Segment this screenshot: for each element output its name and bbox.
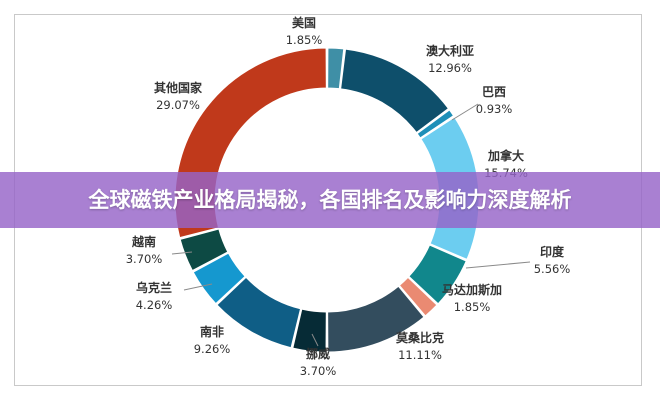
slice-5 — [398, 276, 438, 317]
slice-label-name-9: 乌克兰 — [136, 280, 172, 295]
slice-9 — [192, 252, 246, 305]
slice-label-value-7: 3.70% — [300, 364, 337, 378]
leader-line-4 — [465, 261, 531, 269]
slice-label-value-5: 1.85% — [454, 300, 491, 314]
slice-label-name-10: 越南 — [131, 234, 156, 249]
slice-7 — [292, 308, 327, 353]
slice-label-name-2: 巴西 — [482, 85, 506, 99]
leader-line-2 — [451, 103, 479, 121]
slice-label-name-0: 美国 — [292, 15, 316, 30]
leader-line-7 — [311, 333, 319, 347]
slice-8 — [216, 276, 302, 349]
slice-label-name-5: 马达加斯加 — [442, 282, 502, 297]
slice-label-name-7: 挪威 — [306, 346, 330, 361]
slice-2 — [416, 109, 455, 139]
title-banner: 全球磁铁产业格局揭秘，各国排名及影响力深度解析 — [0, 172, 660, 228]
slice-label-value-10: 3.70% — [126, 252, 163, 266]
slice-4 — [408, 244, 467, 305]
slice-label-value-2: 0.93% — [476, 102, 513, 116]
slice-10 — [179, 228, 229, 272]
slice-label-name-11: 其他国家 — [154, 80, 203, 95]
slice-1 — [340, 48, 450, 134]
slice-labels: 美国1.85%澳大利亚12.96%巴西0.93%加拿大15.74%印度5.56%… — [126, 15, 571, 378]
leader-line-10 — [171, 251, 193, 255]
slice-6 — [327, 285, 425, 353]
slice-label-value-11: 29.07% — [156, 98, 200, 112]
banner-title: 全球磁铁产业格局揭秘，各国排名及影响力深度解析 — [88, 188, 572, 212]
slice-label-value-1: 12.96% — [428, 61, 472, 75]
slice-0 — [327, 47, 345, 90]
slice-label-value-6: 11.11% — [398, 348, 442, 362]
slice-label-value-0: 1.85% — [286, 33, 323, 47]
slice-label-value-8: 9.26% — [194, 342, 231, 356]
slice-label-value-9: 4.26% — [136, 298, 173, 312]
slice-label-name-8: 南非 — [200, 324, 224, 339]
slice-label-name-6: 莫桑比克 — [396, 330, 444, 345]
leader-lines — [171, 103, 531, 347]
slice-label-name-3: 加拿大 — [487, 148, 524, 163]
slice-label-name-1: 澳大利亚 — [426, 43, 474, 58]
slice-label-name-4: 印度 — [540, 244, 565, 259]
leader-line-9 — [183, 283, 213, 291]
slice-label-value-4: 5.56% — [534, 262, 571, 276]
